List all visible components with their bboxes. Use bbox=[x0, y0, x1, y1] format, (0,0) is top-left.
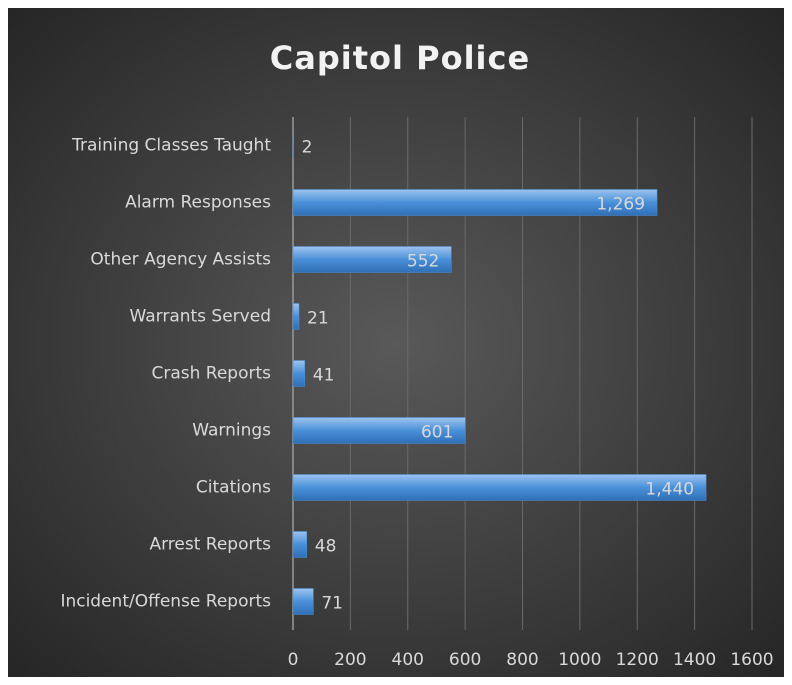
value-label: 2 bbox=[302, 138, 313, 158]
x-tick-label: 400 bbox=[392, 650, 424, 670]
y-tick-label: Warrants Served bbox=[130, 307, 272, 327]
bar bbox=[292, 588, 314, 615]
bar bbox=[292, 360, 306, 387]
bar bbox=[292, 531, 308, 558]
bar bbox=[292, 417, 466, 444]
value-label: 41 bbox=[313, 366, 335, 386]
y-tick-label: Arrest Reports bbox=[149, 535, 271, 555]
y-tick-label: Citations bbox=[196, 478, 271, 498]
value-label: 1,269 bbox=[596, 195, 645, 215]
value-label: 1,440 bbox=[645, 480, 694, 500]
value-label: 601 bbox=[421, 423, 453, 443]
bar bbox=[292, 303, 300, 330]
value-label: 21 bbox=[307, 309, 329, 329]
bar bbox=[292, 474, 707, 501]
y-tick-label: Incident/Offense Reports bbox=[60, 592, 271, 612]
x-tick-label: 800 bbox=[506, 650, 538, 670]
background bbox=[8, 8, 784, 677]
y-tick-label: Other Agency Assists bbox=[90, 250, 271, 270]
x-tick-label: 200 bbox=[334, 650, 366, 670]
value-label: 71 bbox=[321, 594, 343, 614]
y-tick-label: Crash Reports bbox=[151, 364, 271, 384]
bar bbox=[292, 189, 658, 216]
value-label: 48 bbox=[315, 537, 337, 557]
bar bbox=[292, 246, 452, 273]
x-tick-label: 1600 bbox=[730, 650, 773, 670]
chart-title: Capitol Police bbox=[270, 39, 530, 77]
y-tick-label: Warnings bbox=[192, 421, 271, 441]
bar bbox=[292, 132, 294, 159]
x-tick-label: 0 bbox=[288, 650, 299, 670]
y-tick-label: Training Classes Taught bbox=[71, 136, 271, 156]
value-label: 552 bbox=[407, 252, 439, 272]
x-tick-label: 1000 bbox=[558, 650, 601, 670]
x-tick-label: 1400 bbox=[673, 650, 716, 670]
x-tick-label: 600 bbox=[449, 650, 481, 670]
y-tick-label: Alarm Responses bbox=[125, 193, 271, 213]
x-tick-label: 1200 bbox=[616, 650, 659, 670]
